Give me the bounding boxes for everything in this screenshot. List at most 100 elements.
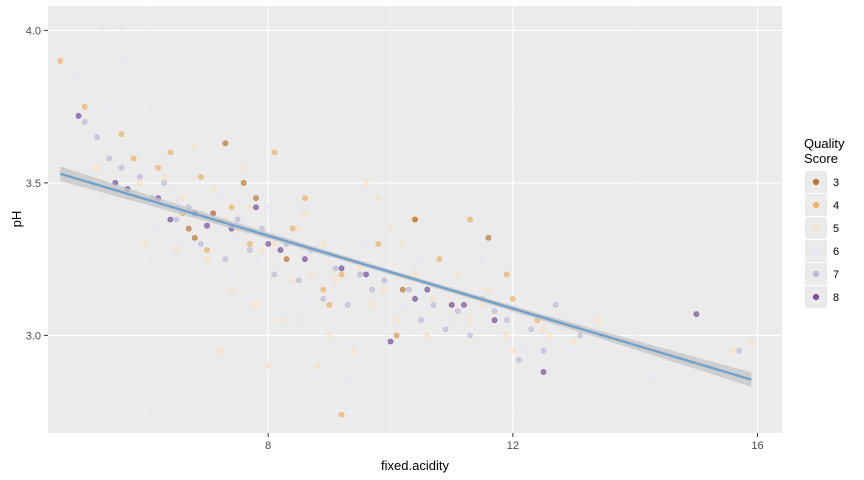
data-point-quality-5 <box>730 347 736 354</box>
data-point-quality-5 <box>265 362 272 369</box>
data-point-quality-8 <box>461 301 467 308</box>
data-point-quality-7 <box>136 173 143 180</box>
data-point-quality-5 <box>295 225 302 232</box>
legend-title-line-1: Quality <box>804 136 845 151</box>
x-tick-label: 8 <box>265 440 271 452</box>
data-point-quality-4 <box>246 240 253 247</box>
legend-key-point-3 <box>812 179 819 186</box>
data-point-quality-7 <box>577 332 584 339</box>
y-axis-title: pH <box>9 211 24 228</box>
data-point-quality-7 <box>540 347 547 354</box>
data-point-quality-3 <box>191 234 198 241</box>
data-point-quality-8 <box>277 247 284 253</box>
data-point-quality-6 <box>155 225 161 232</box>
x-axis-ticks: 8 12 16 <box>265 433 764 452</box>
data-point-quality-6 <box>522 347 528 354</box>
data-point-quality-4 <box>301 195 308 202</box>
data-point-quality-6 <box>497 332 504 339</box>
data-point-quality-6 <box>173 195 180 202</box>
data-point-quality-5 <box>424 332 431 339</box>
data-point-quality-5 <box>430 295 437 302</box>
data-point-quality-8 <box>693 311 700 317</box>
data-point-quality-6 <box>75 73 82 80</box>
legend-key-point-5 <box>812 225 819 232</box>
data-point-quality-5 <box>210 186 217 192</box>
data-point-quality-8 <box>204 222 210 229</box>
data-point-quality-5 <box>503 332 510 339</box>
data-point-quality-7 <box>234 216 241 223</box>
data-points <box>57 24 755 418</box>
data-point-quality-8 <box>387 338 394 345</box>
data-point-quality-6 <box>571 347 577 354</box>
data-point-quality-6 <box>418 256 425 263</box>
data-point-quality-6 <box>436 277 443 284</box>
data-point-quality-7 <box>295 277 302 284</box>
data-point-quality-5 <box>332 277 339 284</box>
data-point-quality-5 <box>204 256 210 263</box>
x-tick-label: 12 <box>507 440 519 452</box>
data-point-quality-8 <box>167 216 174 223</box>
legend-label-8: 8 <box>833 292 839 304</box>
data-point-quality-5 <box>246 204 253 211</box>
legend: Quality Score 3 4 5 6 7 8 <box>804 136 845 308</box>
data-point-quality-6 <box>357 286 363 293</box>
minor-gridlines <box>48 6 782 433</box>
data-point-quality-8 <box>338 265 345 272</box>
data-point-quality-7 <box>442 326 449 333</box>
data-point-quality-5 <box>748 338 755 345</box>
data-point-quality-7 <box>357 271 363 278</box>
data-point-quality-5 <box>301 210 308 217</box>
data-point-quality-7 <box>161 179 168 186</box>
data-point-quality-7 <box>528 326 535 333</box>
data-point-quality-4 <box>436 256 443 263</box>
data-point-quality-5 <box>595 317 602 324</box>
data-point-quality-4 <box>393 332 400 339</box>
data-point-quality-7 <box>118 164 125 171</box>
data-point-quality-7 <box>81 119 88 125</box>
data-point-quality-5 <box>161 173 168 180</box>
data-point-quality-6 <box>234 234 241 241</box>
data-point-quality-5 <box>228 286 235 293</box>
legend-title-line-2: Score <box>804 151 838 166</box>
data-point-quality-3 <box>412 216 418 223</box>
data-point-quality-7 <box>467 332 473 339</box>
data-point-quality-7 <box>198 240 204 247</box>
data-point-quality-5 <box>314 362 321 369</box>
data-point-quality-4 <box>81 103 88 110</box>
data-point-quality-8 <box>75 112 82 119</box>
data-point-quality-6 <box>277 286 284 293</box>
data-point-quality-6 <box>632 332 639 339</box>
data-point-quality-6 <box>344 378 351 385</box>
data-point-quality-5 <box>399 240 406 247</box>
data-point-quality-5 <box>240 164 247 171</box>
data-point-quality-5 <box>363 179 369 186</box>
data-point-quality-5 <box>375 195 382 202</box>
data-point-quality-4 <box>503 271 510 278</box>
data-point-quality-4 <box>467 216 473 223</box>
data-point-quality-7 <box>381 277 388 284</box>
data-point-quality-5 <box>271 240 278 247</box>
y-tick-label: 3.5 <box>26 178 41 190</box>
data-point-quality-5 <box>320 240 327 247</box>
data-point-quality-5 <box>387 225 394 232</box>
data-point-quality-7 <box>736 347 743 354</box>
data-point-quality-6 <box>216 195 223 202</box>
x-axis-title: fixed.acidity <box>381 458 449 473</box>
y-axis-ticks: 3.0 3.5 4.0 <box>26 25 48 342</box>
data-point-quality-3 <box>222 140 229 147</box>
data-point-quality-5 <box>191 143 198 150</box>
data-point-quality-4 <box>289 225 296 232</box>
data-point-quality-7 <box>173 216 180 223</box>
data-point-quality-8 <box>491 317 498 324</box>
data-point-quality-5 <box>540 326 547 333</box>
data-point-quality-5 <box>308 271 314 278</box>
data-point-quality-7 <box>106 155 113 162</box>
data-point-quality-6 <box>399 301 406 308</box>
data-point-quality-4 <box>509 295 516 302</box>
legend-items: 3 4 5 6 7 8 <box>805 171 839 308</box>
data-point-quality-7 <box>552 301 559 308</box>
data-point-quality-7 <box>430 301 437 308</box>
data-point-quality-3 <box>399 286 406 293</box>
data-point-quality-8 <box>265 240 272 247</box>
data-point-quality-4 <box>167 149 174 156</box>
